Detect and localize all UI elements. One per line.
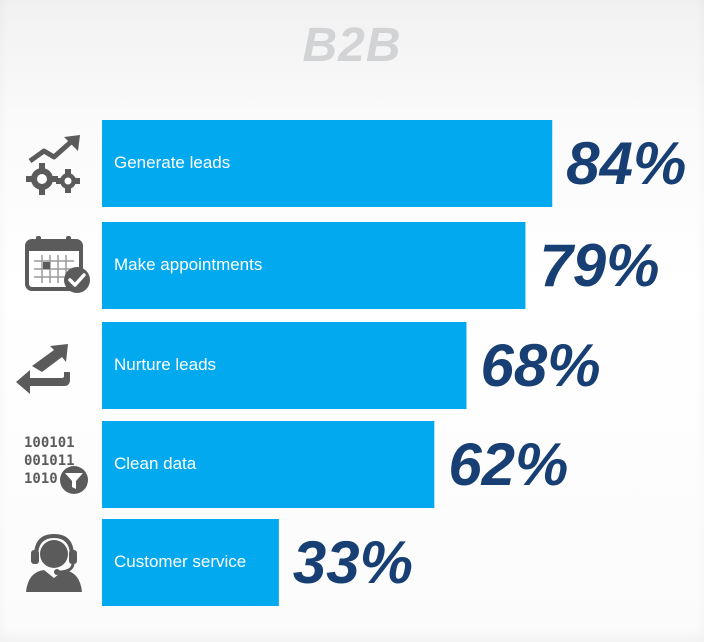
value-label: 33%	[292, 528, 413, 596]
svg-text:1010: 1010	[24, 471, 58, 487]
category-label: Nurture leads	[114, 354, 217, 374]
value-label: 84%	[566, 129, 687, 197]
bar-nurture-leads	[102, 322, 467, 409]
svg-text:001011: 001011	[24, 453, 75, 469]
category-label: Clean data	[114, 453, 197, 473]
gears-growth-icon	[26, 135, 80, 195]
category-label: Customer service	[114, 551, 247, 571]
category-label: Make appointments	[114, 254, 263, 274]
headset-agent-icon	[26, 533, 82, 592]
bar-make-appointments	[102, 222, 526, 309]
bar-customer-service	[102, 519, 279, 606]
chart-title: B2B	[302, 19, 402, 72]
calendar-check-icon	[25, 236, 90, 293]
category-label: Generate leads	[114, 152, 231, 172]
value-label: 68%	[480, 331, 601, 399]
arrows-exchange-icon	[16, 344, 70, 394]
value-label: 79%	[539, 231, 660, 299]
binary-filter-icon: 100101 001011 1010	[24, 435, 88, 494]
bar-clean-data	[102, 421, 435, 508]
value-label: 62%	[448, 430, 569, 498]
svg-text:100101: 100101	[24, 435, 75, 451]
bar-generate-leads	[102, 120, 553, 207]
